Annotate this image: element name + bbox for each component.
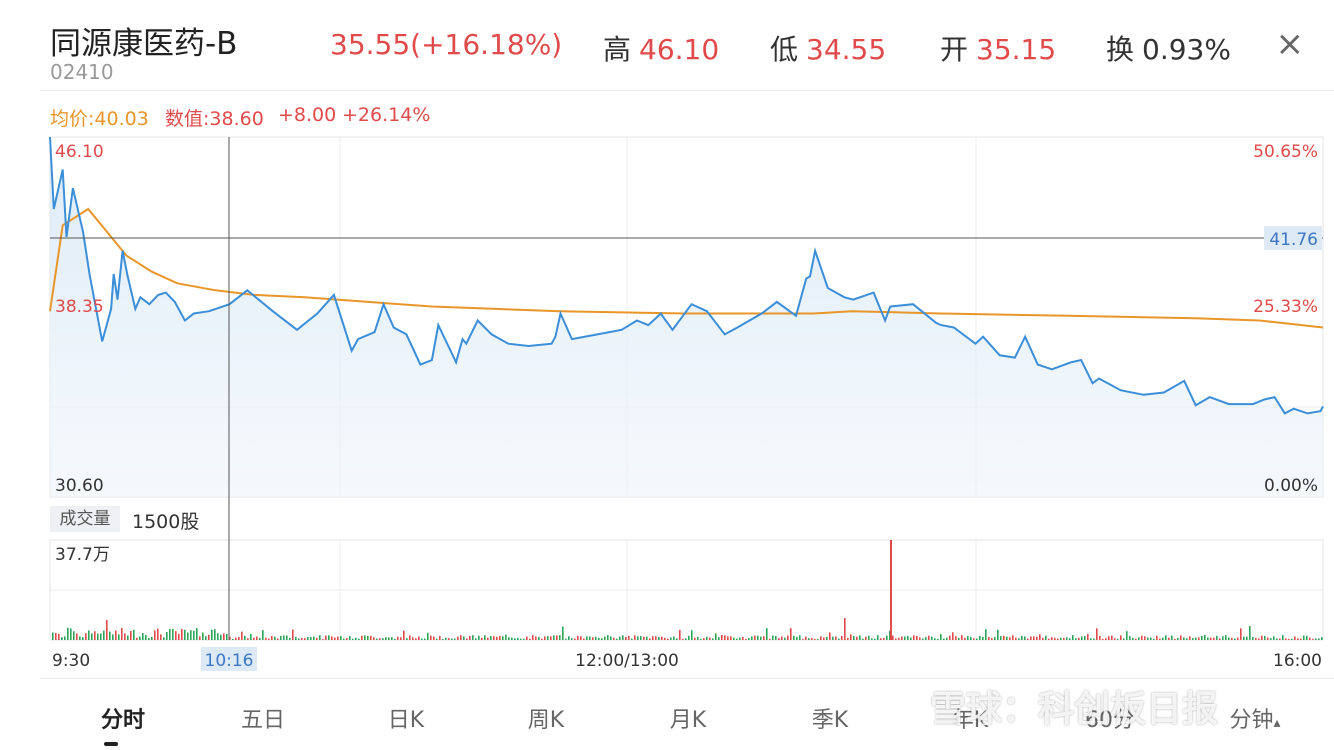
- avg-price-line: [49, 207, 1324, 329]
- tab-month-k[interactable]: 月K: [669, 708, 707, 733]
- tab-year-k[interactable]: 年K: [951, 708, 989, 733]
- tab-five-day[interactable]: 五日: [240, 708, 285, 733]
- price-max-label: 46.10: [55, 142, 104, 162]
- crosshair-time-box: [201, 647, 257, 671]
- tab-day-k[interactable]: 日K: [387, 708, 425, 733]
- tab-week-k[interactable]: 周K: [527, 708, 565, 733]
- open-value: 35.15: [976, 33, 1057, 66]
- low-label: 低: [770, 33, 799, 66]
- price-min-label: 30.60: [55, 476, 104, 496]
- active-tab-indicator: [104, 742, 118, 746]
- time-start-label: 9:30: [52, 651, 90, 671]
- tab-60min[interactable]: 60分: [1085, 708, 1135, 733]
- crosshair-price-label: 41.76: [1269, 230, 1318, 250]
- crosshair-price-box: [1264, 226, 1322, 250]
- tab-minute-label: 分钟: [1229, 708, 1274, 733]
- crosshair: [50, 137, 1323, 640]
- chevron-up-icon: ▴: [1273, 715, 1281, 731]
- crosshair-pct: +26.14%: [342, 104, 431, 126]
- price-prev-close-label: 38.35: [55, 297, 104, 317]
- header-divider: [40, 90, 1334, 91]
- tabs-divider: [40, 678, 1334, 679]
- volume-unit: 1500股: [132, 511, 200, 533]
- volume-bars: [52, 540, 1323, 640]
- crosshair-change: +8.00: [278, 104, 337, 126]
- high-stat: 高 46.10: [603, 28, 719, 68]
- stock-code: 02410: [50, 60, 114, 84]
- turnover-stat: 换 0.93%: [1106, 28, 1231, 68]
- price-change: 35.55(+16.18%): [330, 28, 563, 61]
- open-stat: 开 35.15: [940, 28, 1056, 68]
- low-value: 34.55: [806, 33, 887, 66]
- close-icon[interactable]: ×: [1275, 24, 1305, 64]
- watermark: 雪球：科创板日报: [930, 689, 1219, 730]
- price-area: [50, 137, 1323, 497]
- high-value: 46.10: [639, 33, 720, 66]
- tab-quarter-k[interactable]: 季K: [811, 708, 849, 733]
- turnover-value: 0.93%: [1142, 33, 1231, 66]
- high-label: 高: [603, 33, 632, 66]
- crosshair-value: 数值:38.60: [165, 108, 264, 130]
- turnover-label: 换: [1106, 33, 1135, 66]
- tab-intraday[interactable]: 分时: [100, 708, 145, 733]
- pct-min-label: 0.00%: [1264, 476, 1318, 496]
- avg-price: 均价:40.03: [50, 108, 149, 130]
- time-mid-label: 12:00/13:00: [575, 651, 679, 671]
- open-label: 开: [940, 33, 969, 66]
- volume-max-label: 37.7万: [55, 545, 110, 565]
- low-stat: 低 34.55: [770, 28, 886, 68]
- tab-minute[interactable]: 分钟▴: [1215, 702, 1295, 734]
- stock-name: 同源康医药-B: [50, 26, 238, 62]
- intraday-chart[interactable]: 46.10 38.35 30.60 50.65% 25.33% 0.00% 41…: [0, 0, 1334, 700]
- volume-title[interactable]: 成交量: [50, 506, 120, 532]
- period-tabs: 分时 五日 日K 周K 月K 季K 年K 60分 分钟▴: [0, 690, 1334, 750]
- crosshair-time-label: 10:16: [205, 651, 254, 671]
- time-end-label: 16:00: [1273, 651, 1322, 671]
- pct-mid-label: 25.33%: [1253, 297, 1318, 317]
- price-line: [49, 136, 1324, 415]
- pct-max-label: 50.65%: [1253, 142, 1318, 162]
